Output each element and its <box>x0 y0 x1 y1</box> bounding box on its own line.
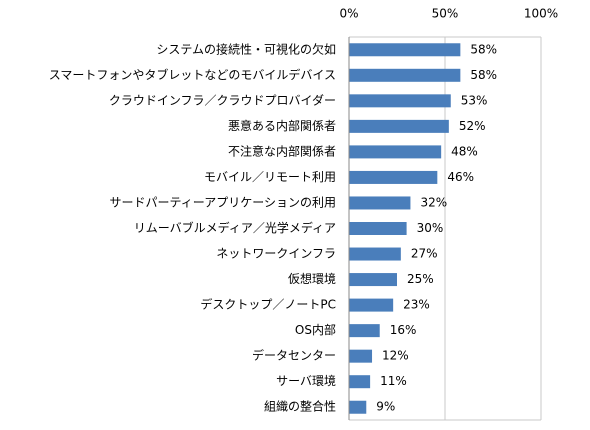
bar <box>349 324 380 338</box>
bar <box>349 247 401 261</box>
value-label: 48% <box>451 144 478 158</box>
value-label: 32% <box>420 195 447 209</box>
bar <box>349 196 411 210</box>
y-tick-label: サードパーティーアプリケーションの利用 <box>109 195 336 209</box>
bar <box>349 170 438 184</box>
value-label: 9% <box>376 400 395 414</box>
y-tick-label: システムの接続性・可視化の欠如 <box>156 41 336 56</box>
x-tick-label: 0% <box>339 7 358 21</box>
bar <box>349 68 461 82</box>
bar <box>349 94 451 108</box>
y-tick-label: ネットワークインフラ <box>216 247 336 261</box>
y-tick-label: スマートフォンやタブレットなどのモバイルデバイス <box>49 67 336 82</box>
y-tick-label: リムーバブルメディア／光学メディア <box>134 220 336 235</box>
y-tick-label: デスクトップ／ノートPC <box>200 297 336 312</box>
y-tick-label: 悪意ある内部関係者 <box>228 118 336 133</box>
value-label: 58% <box>470 42 497 56</box>
y-tick-label: クラウドインフラ／クラウドプロバイダー <box>109 92 336 107</box>
value-label: 16% <box>390 323 417 337</box>
y-tick-label: データセンター <box>252 348 336 363</box>
bar <box>349 349 373 363</box>
bar <box>349 145 442 159</box>
bar <box>349 119 449 133</box>
bar <box>349 400 367 414</box>
value-label: 25% <box>407 272 434 286</box>
bar <box>349 375 371 389</box>
value-label: 12% <box>382 349 409 363</box>
bar <box>349 222 407 235</box>
bar <box>349 298 394 312</box>
y-tick-label: モバイル／リモート利用 <box>204 170 336 184</box>
value-label: 46% <box>447 170 474 184</box>
y-tick-label: サーバ環境 <box>276 373 336 388</box>
value-label: 30% <box>417 221 444 235</box>
value-label: 58% <box>470 68 497 82</box>
value-label: 23% <box>403 298 430 312</box>
value-label: 53% <box>461 93 488 107</box>
y-tick-label: 仮想環境 <box>288 271 336 286</box>
value-label: 52% <box>459 119 486 133</box>
x-tick-label: 100% <box>524 7 558 21</box>
x-tick-label: 50% <box>432 7 459 21</box>
y-tick-label: OS内部 <box>295 322 336 337</box>
value-label: 27% <box>411 247 438 261</box>
value-label: 11% <box>380 374 407 388</box>
y-tick-label: 不注意な内部関係者 <box>228 143 336 158</box>
bar <box>349 273 397 287</box>
bar <box>349 43 461 57</box>
y-tick-label: 組織の整合性 <box>264 399 336 414</box>
